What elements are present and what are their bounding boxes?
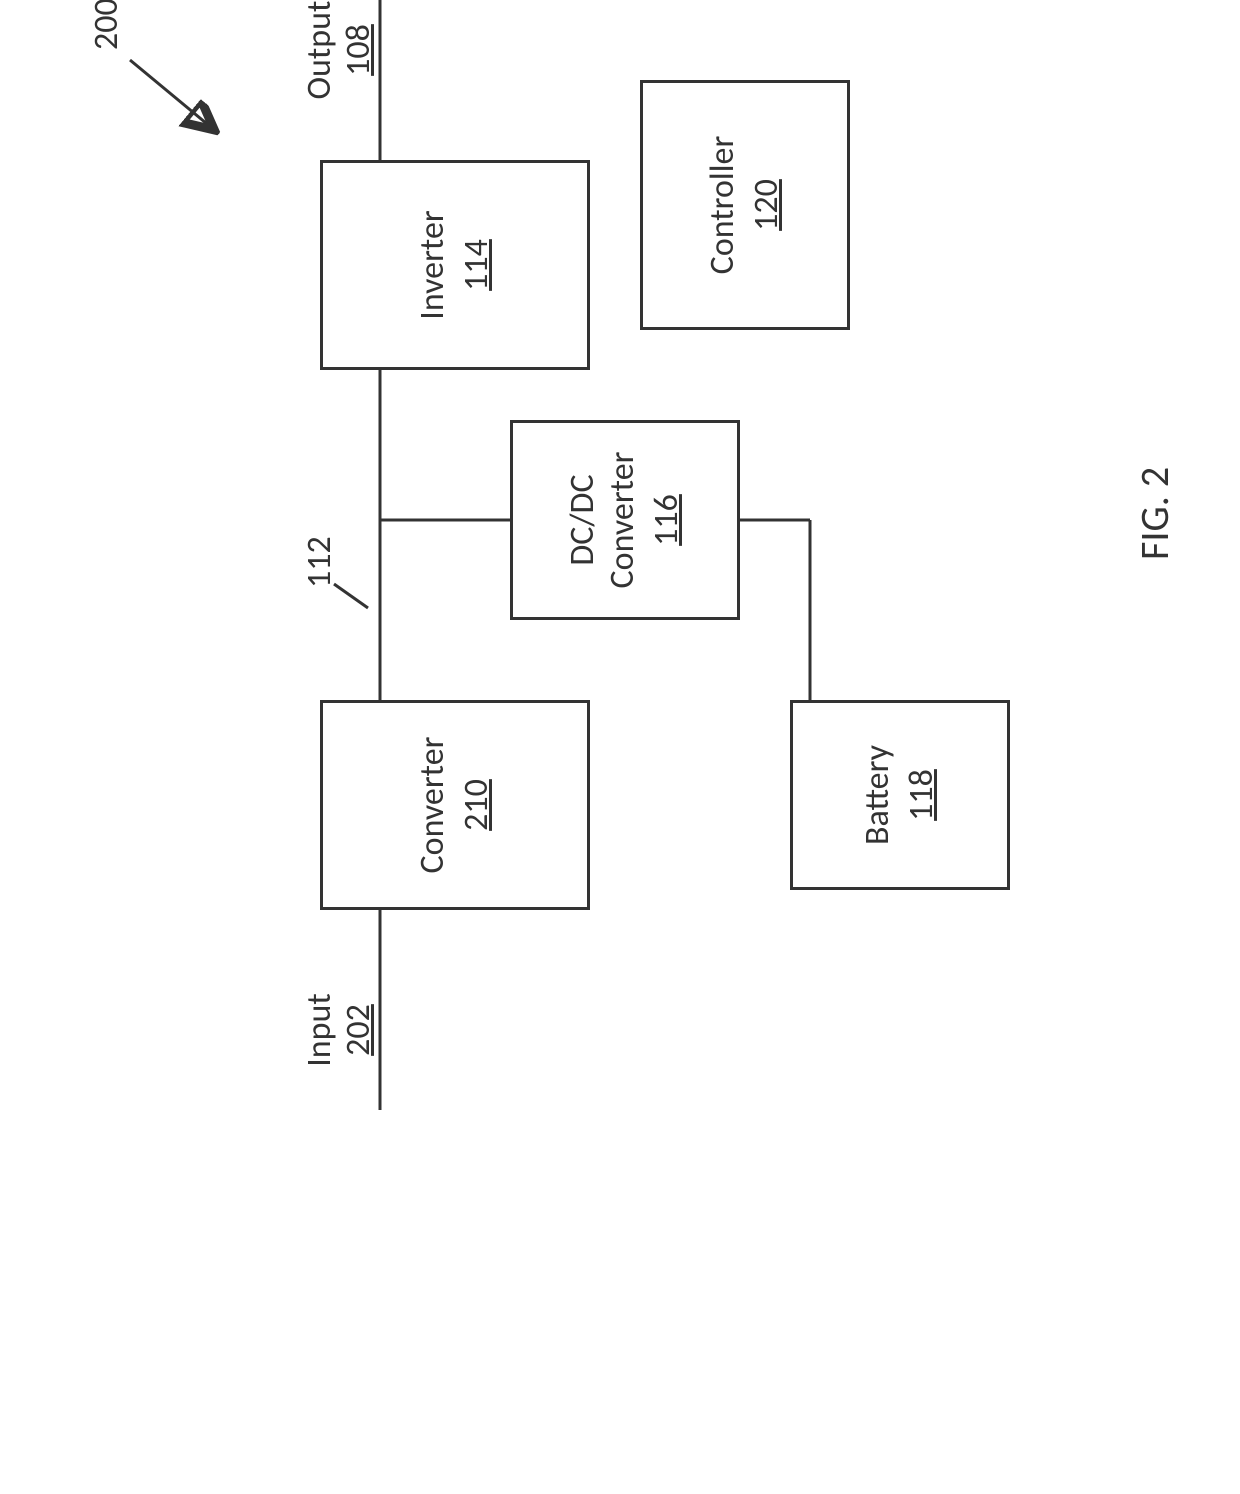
label-input-text: Input [300, 970, 339, 1090]
block-dcdc-title: DC/DC Converter [563, 423, 641, 617]
block-converter: Converter 210 [320, 700, 590, 910]
block-controller-title: Controller [703, 136, 742, 275]
label-output-num: 108 [339, 0, 378, 120]
figure-caption: FIG. 2 [1130, 467, 1179, 560]
block-battery-title: Battery [858, 745, 897, 845]
diagram-canvas: Converter 210 Inverter 114 DC/DC Convert… [0, 0, 1240, 1240]
label-input-num: 202 [339, 970, 378, 1090]
block-inverter-num: 114 [456, 239, 497, 291]
block-dcdc-num: 116 [646, 494, 687, 546]
block-converter-title: Converter [413, 737, 452, 874]
rotated-stage: Converter 210 Inverter 114 DC/DC Convert… [0, 0, 1240, 1240]
block-battery-num: 118 [901, 769, 942, 821]
wiring-layer [0, 0, 1240, 1240]
block-battery: Battery 118 [790, 700, 1010, 890]
label-input: Input 202 [300, 970, 378, 1090]
block-inverter-title: Inverter [413, 210, 452, 319]
figure-ref-number: 200 [86, 0, 127, 50]
label-dc-bus-num: 112 [300, 536, 339, 588]
label-output-text: Output [300, 0, 339, 120]
block-controller-num: 120 [746, 179, 787, 231]
block-inverter: Inverter 114 [320, 160, 590, 370]
block-converter-num: 210 [456, 779, 497, 831]
block-dcdc: DC/DC Converter 116 [510, 420, 740, 620]
block-controller: Controller 120 [640, 80, 850, 330]
label-output: Output 108 [300, 0, 378, 120]
